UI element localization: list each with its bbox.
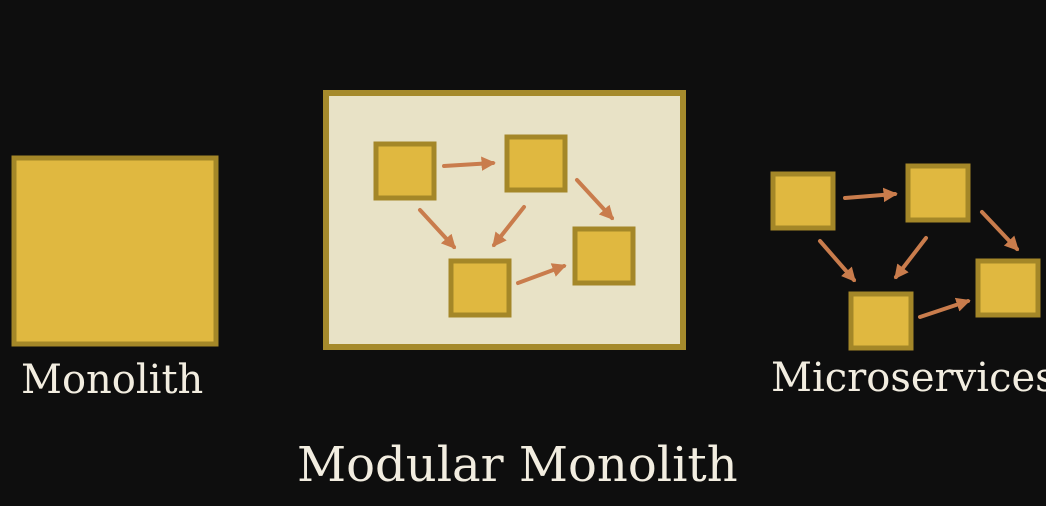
dependency-arrow xyxy=(418,208,456,250)
modular-monolith-arrows xyxy=(418,156,614,285)
service-call-arrow xyxy=(818,239,856,283)
service-box xyxy=(905,163,971,223)
monolith-label: Monolith xyxy=(21,357,204,403)
microservice-arrows xyxy=(818,187,1019,319)
dependency-arrow xyxy=(442,156,496,171)
dependency-arrow xyxy=(492,205,526,248)
module-box xyxy=(373,141,437,201)
service-call-arrow xyxy=(980,210,1019,252)
monolith-block xyxy=(11,155,219,347)
service-box xyxy=(848,291,914,351)
service-call-arrow xyxy=(894,236,928,280)
module-box xyxy=(448,258,512,318)
microservice-boxes xyxy=(770,163,1041,351)
modular-monolith-label: Modular Monolith xyxy=(297,437,738,493)
module-box xyxy=(504,134,568,193)
microservices-label: Microservices xyxy=(771,355,1046,401)
dependency-arrow xyxy=(516,263,567,285)
service-call-arrow xyxy=(918,297,971,319)
service-box xyxy=(975,258,1041,318)
module-box xyxy=(572,226,636,286)
modular-monolith-modules xyxy=(373,134,636,318)
service-box xyxy=(770,171,836,231)
dependency-arrow xyxy=(575,178,614,221)
service-call-arrow xyxy=(843,187,898,203)
